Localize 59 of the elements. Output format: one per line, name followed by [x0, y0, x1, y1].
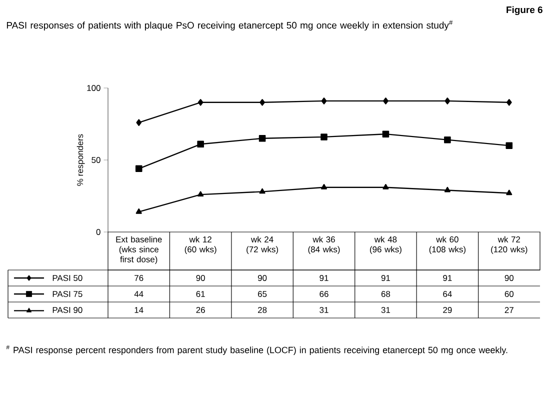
text: $^{#}$ PASI response percent responders from parent study baseline (LOCF) in patients receiving etanercept 50 mg once weekly.	[6, 345, 508, 355]
data-label: 60	[504, 291, 514, 297]
point	[444, 186, 450, 192]
point	[260, 99, 265, 106]
data-label: 68	[381, 291, 390, 297]
data-label: 44	[134, 291, 144, 297]
data-label: 27	[504, 307, 514, 313]
y-tick-label: 50	[92, 157, 100, 163]
point	[136, 208, 142, 214]
point	[198, 99, 204, 106]
x-tick-label: wk 48 (96 wks)	[370, 236, 402, 254]
chart-title: PASI responses of patients with plaque PsO receiving etanercept 50 mg once weekly in extension study$^{#}$	[6, 20, 453, 31]
point	[197, 140, 204, 148]
point	[259, 188, 266, 194]
point	[320, 184, 328, 190]
point	[506, 99, 512, 106]
caption: Figure 6	[506, 6, 542, 16]
data-label: 66	[320, 291, 328, 297]
x-tick-label: wk 24 (72 wks)	[246, 236, 278, 254]
y-tick-label: 100	[87, 85, 100, 91]
data-label: 91	[320, 275, 328, 281]
data-label: 90	[196, 275, 205, 281]
x-tick-label: wk 12 (60 wks)	[184, 236, 216, 254]
x-tick-label: Ext baseline (wks since first dose)	[116, 236, 162, 264]
point	[198, 191, 204, 197]
data-label: 65	[258, 291, 267, 297]
x-tick-label: wk 36 (84 wks)	[308, 236, 340, 254]
point	[321, 98, 327, 104]
data-label: 29	[443, 307, 452, 313]
point	[382, 184, 389, 190]
data-label: 90	[504, 275, 514, 281]
data-label: 31	[320, 307, 328, 313]
data-label: 14	[134, 307, 144, 313]
point	[506, 190, 512, 196]
point	[258, 135, 266, 142]
point	[444, 98, 450, 104]
point	[383, 98, 388, 104]
point	[136, 119, 142, 126]
point	[382, 130, 390, 138]
x-tick-label: wk 60 (108 wks)	[429, 236, 466, 254]
point	[320, 134, 328, 140]
point	[506, 142, 513, 149]
data-label: 90	[258, 275, 267, 281]
data-label: 91	[381, 275, 390, 281]
data-label: 28	[258, 307, 267, 313]
data-label: 91	[443, 275, 452, 281]
x-tick-label: wk 72 (120 wks)	[491, 236, 528, 254]
data-label: 76	[134, 275, 144, 281]
legend-label: PASI 75	[52, 291, 82, 297]
y-tick-label: 0	[96, 229, 100, 235]
data-label: 64	[443, 291, 452, 297]
legend-label: PASI 90	[52, 307, 82, 313]
point	[135, 165, 142, 172]
data-label: 26	[196, 307, 205, 313]
data-label: 31	[381, 307, 390, 313]
y-axis-title: % responders	[76, 134, 85, 186]
legend-label: PASI 50	[52, 275, 82, 281]
point	[444, 136, 451, 144]
data-label: 61	[196, 291, 205, 297]
